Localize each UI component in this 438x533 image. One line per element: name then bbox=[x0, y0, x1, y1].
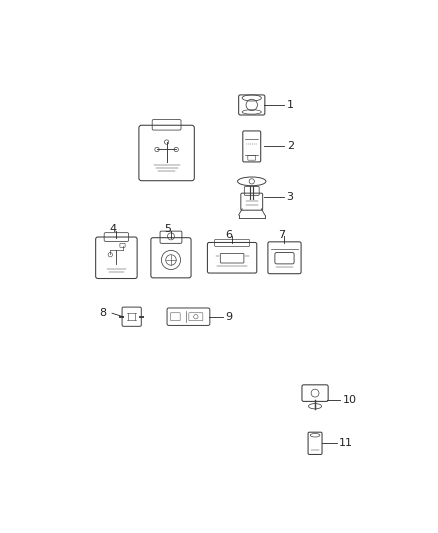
Circle shape bbox=[174, 147, 178, 152]
Text: 1: 1 bbox=[287, 100, 293, 110]
Text: 10: 10 bbox=[343, 394, 357, 405]
Text: 11: 11 bbox=[339, 438, 353, 448]
Text: 8: 8 bbox=[99, 308, 106, 318]
Text: 9: 9 bbox=[226, 312, 233, 322]
Text: 7: 7 bbox=[278, 230, 285, 240]
Text: 6: 6 bbox=[225, 230, 232, 240]
Text: 5: 5 bbox=[164, 224, 171, 235]
Text: 2: 2 bbox=[287, 141, 294, 151]
Text: 3: 3 bbox=[287, 192, 293, 201]
Text: 4: 4 bbox=[109, 224, 116, 235]
Circle shape bbox=[155, 147, 159, 152]
Circle shape bbox=[164, 140, 169, 144]
